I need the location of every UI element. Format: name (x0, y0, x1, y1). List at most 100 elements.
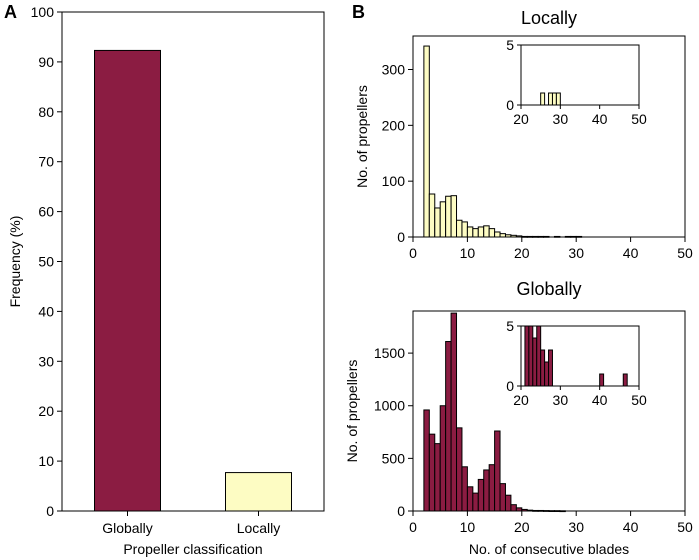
inset-bar-globally (540, 349, 546, 387)
inset-bar-locally (555, 92, 561, 106)
hist-bar-globally (423, 409, 430, 512)
hist-bar-globally (532, 509, 539, 512)
inset-plot-area-globally (520, 325, 640, 387)
hist-bar-globally (504, 494, 512, 512)
hist-bar-globally (521, 508, 528, 512)
hist-bar-locally (434, 207, 441, 238)
inset-x-tick-label-globally: 20 (513, 392, 529, 408)
x-tick-label-globally: 50 (677, 519, 693, 535)
y-tick-label-a: 90 (38, 54, 54, 70)
inset-bar-globally (536, 325, 542, 387)
hist-bar-locally (483, 225, 490, 238)
hist-bar-locally (543, 235, 550, 238)
hist-bar-globally (477, 478, 485, 512)
inset-x-tick-label-locally: 50 (631, 111, 647, 127)
hist-bar-globally (456, 427, 463, 512)
y-tick-label-globally: 500 (382, 450, 406, 466)
x-tick-label-globally: 0 (409, 519, 417, 535)
x-tick-label-globally: 10 (460, 519, 476, 535)
hist-bar-locally (521, 235, 528, 238)
y-tick-label-globally: 1500 (374, 345, 405, 361)
y-tick-label-a: 20 (38, 403, 54, 419)
hist-bar-locally (537, 235, 545, 238)
y-tick-label-a: 0 (46, 503, 54, 519)
x-tick-label-locally: 20 (514, 245, 530, 261)
inset-x-tick-label-locally: 40 (592, 111, 608, 127)
hist-bar-locally (439, 201, 447, 238)
hist-bar-locally (510, 234, 517, 238)
hist-bar-globally (543, 510, 550, 512)
x-tick-label-locally: 50 (677, 245, 693, 261)
hist-bar-locally (504, 234, 512, 238)
inset-locally: 20 30 40 50 0 5 (506, 37, 647, 127)
hist-bar-globally (559, 510, 566, 513)
inset-bar-globally (528, 325, 534, 387)
inset-plot-area-locally (520, 44, 640, 106)
x-tick-label-globally: 30 (568, 519, 584, 535)
y-tick-label-a: 80 (38, 104, 54, 120)
y-tick-label-locally: 0 (397, 229, 405, 245)
inset-y-tick-label-locally: 0 (506, 97, 514, 113)
x-tick-label-locally: 30 (568, 245, 584, 261)
y-tick-label-a: 30 (38, 353, 54, 369)
x-axis-label-globally: No. of consecutive blades (469, 541, 629, 557)
y-tick-label-a: 10 (38, 453, 54, 469)
hist-bar-globally (472, 492, 479, 512)
x-tick-label-locally: 0 (409, 245, 417, 261)
hist-bar-locally (564, 235, 572, 238)
x-tick-label-locally: 10 (460, 245, 476, 261)
chart-title-globally: Globally (516, 279, 581, 299)
hist-bar-locally (456, 219, 463, 238)
inset-bar-globally (544, 361, 550, 387)
inset-bar-globally (622, 373, 628, 387)
hist-bar-globally (526, 509, 534, 512)
y-axis-label-locally: No. of propellers (354, 85, 370, 188)
hist-bar-locally (428, 193, 436, 238)
hist-bar-locally (450, 195, 458, 238)
panel-label-a: A (4, 2, 17, 22)
hist-bar-locally (466, 226, 474, 238)
hist-bar-globally (445, 341, 452, 512)
y-axis-label-a: Frequency (%) (7, 216, 23, 308)
inset-bar-globally (532, 337, 538, 387)
y-tick-label-globally: 1000 (374, 398, 405, 414)
inset-bar-globally (548, 349, 553, 387)
hist-bar-locally (532, 235, 539, 238)
hist-bar-globally (499, 483, 506, 512)
inset-x-tick-label-locally: 30 (553, 111, 569, 127)
hist-bar-globally (461, 466, 468, 512)
x-tick-label-globally: Globally (102, 520, 153, 536)
x-axis-label-a: Propeller classification (123, 541, 262, 557)
hist-bar-locally (461, 221, 468, 238)
hist-bar-globally (483, 469, 490, 512)
hist-bar-globally (466, 486, 474, 512)
hist-bar-locally (570, 235, 577, 238)
inset-globally: 20 30 40 50 0 5 (506, 318, 647, 408)
inset-x-tick-label-globally: 30 (553, 392, 569, 408)
hist-bar-globally (428, 433, 436, 512)
inset-bar-locally (540, 92, 546, 106)
x-tick-label-locally: Locally (237, 520, 281, 536)
hist-bar-locally (445, 195, 452, 238)
x-tick-label-globally: 20 (514, 519, 530, 535)
hist-bar-locally (494, 231, 501, 238)
hist-bar-locally (488, 228, 496, 238)
hist-bar-locally (575, 235, 583, 238)
hist-bar-locally (515, 235, 523, 238)
hist-bar-locally (472, 228, 479, 238)
x-tick-label-locally: 40 (623, 245, 639, 261)
chart-a-frequency: 0 10 20 30 40 50 60 70 80 90 100 Globally Locally Pro… (7, 4, 325, 557)
hist-bar-globally (488, 464, 496, 512)
hist-bar-globally (515, 507, 523, 512)
inset-bar-locally (551, 92, 557, 106)
hist-bar-globally (494, 430, 501, 512)
inset-x-tick-label-locally: 20 (513, 111, 529, 127)
inset-x-tick-label-globally: 40 (592, 392, 608, 408)
y-axis-label-globally: No. of propellers (344, 360, 360, 463)
y-tick-label-a: 50 (38, 254, 54, 270)
y-tick-label-globally: 0 (397, 503, 405, 519)
inset-y-tick-label-locally: 5 (506, 37, 514, 53)
